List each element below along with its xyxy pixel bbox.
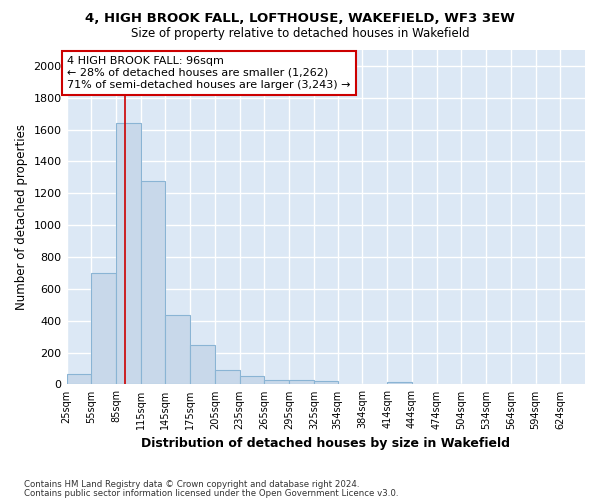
Bar (265, 380, 289, 384)
Y-axis label: Number of detached properties: Number of detached properties (15, 124, 28, 310)
Text: Contains public sector information licensed under the Open Government Licence v3: Contains public sector information licen… (24, 489, 398, 498)
Bar (166, 315, 190, 384)
Bar (116, 124, 141, 384)
Bar (190, 344, 215, 385)
Text: Contains HM Land Registry data © Crown copyright and database right 2024.: Contains HM Land Registry data © Crown c… (24, 480, 359, 489)
Bar (289, 380, 314, 384)
Bar (141, 180, 166, 384)
Bar (387, 382, 412, 384)
Bar (215, 370, 239, 384)
Bar (314, 381, 338, 384)
Bar (239, 376, 265, 384)
Text: 4, HIGH BROOK FALL, LOFTHOUSE, WAKEFIELD, WF3 3EW: 4, HIGH BROOK FALL, LOFTHOUSE, WAKEFIELD… (85, 12, 515, 26)
Bar (91, 273, 116, 384)
Text: Size of property relative to detached houses in Wakefield: Size of property relative to detached ho… (131, 28, 469, 40)
Bar (67, 374, 91, 384)
Text: 4 HIGH BROOK FALL: 96sqm
← 28% of detached houses are smaller (1,262)
71% of sem: 4 HIGH BROOK FALL: 96sqm ← 28% of detach… (67, 56, 351, 90)
X-axis label: Distribution of detached houses by size in Wakefield: Distribution of detached houses by size … (141, 437, 510, 450)
